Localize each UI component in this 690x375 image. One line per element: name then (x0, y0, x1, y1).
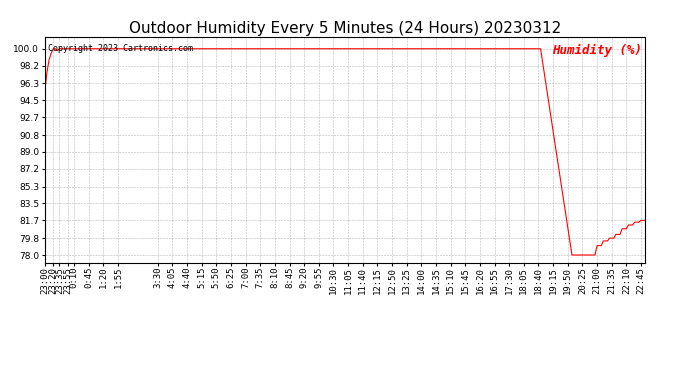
Text: Copyright 2023 Cartronics.com: Copyright 2023 Cartronics.com (48, 44, 193, 53)
Title: Outdoor Humidity Every 5 Minutes (24 Hours) 20230312: Outdoor Humidity Every 5 Minutes (24 Hou… (129, 21, 561, 36)
Text: Humidity (%): Humidity (%) (552, 44, 642, 57)
